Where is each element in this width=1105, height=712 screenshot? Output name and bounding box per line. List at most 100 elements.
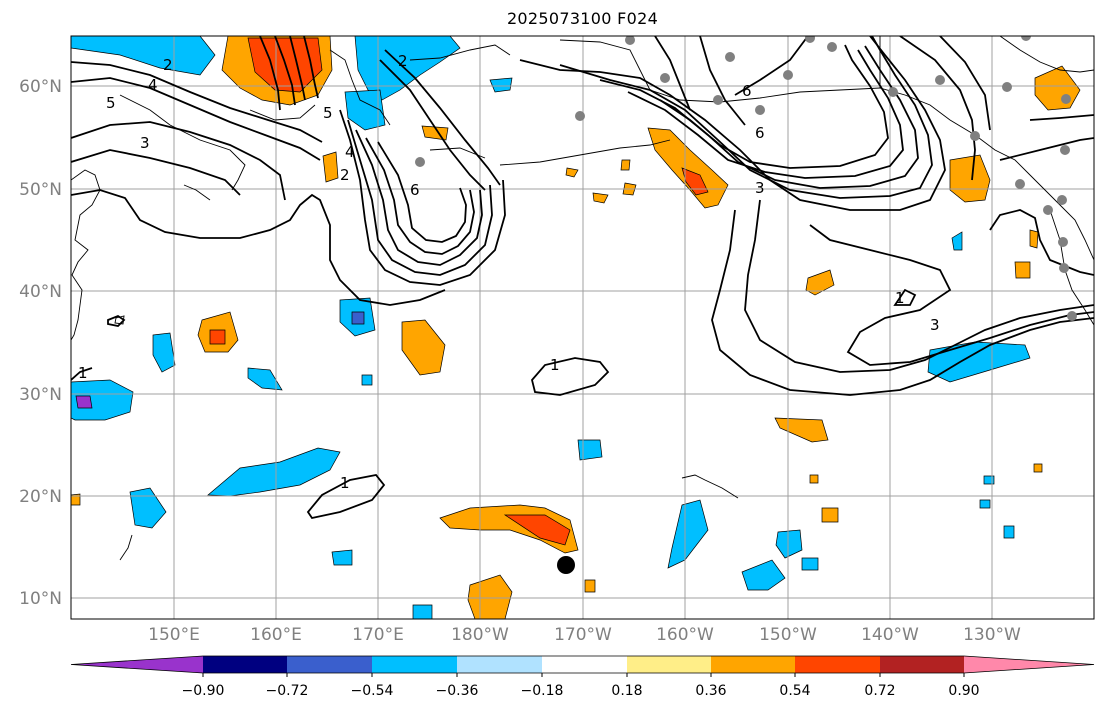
negative-region [247,367,283,391]
positive-region [71,493,81,506]
contours [71,36,1094,520]
positive-region [592,192,609,204]
lat-label: 30°N [19,385,62,405]
contour-line [654,36,691,111]
negative-region [1003,525,1015,539]
contour-line [899,36,976,181]
contour-line [559,36,933,199]
positive-core [503,514,571,546]
contour-label: 5 [106,94,116,112]
contour-line [734,36,809,96]
lon-label: 150°E [148,625,200,645]
lat-label: 60°N [19,77,62,97]
station-marker [1060,145,1070,155]
positive-region [322,151,339,183]
contour-label: 5 [323,104,333,122]
contour-label: 3 [755,179,765,197]
contour-label: 6 [755,124,765,142]
negative-region [75,395,93,409]
station-marker [1058,237,1068,247]
contour-label: 6 [410,181,420,199]
station-marker [935,75,945,85]
map-frame [70,35,1095,620]
station-marker [805,36,815,43]
colorbar-label: 0.36 [695,683,727,699]
positive-region [1029,229,1039,249]
positive-region [647,127,729,209]
contour-line [699,36,746,126]
lat-label: 10°N [19,589,62,609]
colorbar-label: 0.72 [864,683,896,699]
station-marker [1021,36,1031,41]
contour-label: 3 [140,134,150,152]
lon-label: 170°W [554,625,612,645]
contour-line [1029,114,1094,121]
contour-label: 1 [550,356,560,374]
colorbar-label: −0.36 [435,683,479,699]
positive-region [620,159,631,171]
colorbar-label: −0.90 [181,683,225,699]
positive-region [1033,463,1043,473]
contour-line [744,199,1094,373]
contour-label: 1 [78,364,88,382]
negative-region [741,559,786,591]
station-marker [1015,179,1025,189]
colorbar-label: −0.72 [265,683,309,699]
contour-line [809,224,1094,366]
contour-label: 1 [340,474,350,492]
positive-region [949,154,991,203]
contour-label: 1 [895,289,905,307]
contour-line [71,121,286,201]
colorbar-label: 0.18 [611,683,643,699]
positive-region [809,474,819,484]
negative-region [775,529,803,559]
colorbar-label: 0.90 [948,683,980,699]
negative-region [801,557,819,571]
contour-line [71,77,321,161]
station-marker [660,73,670,83]
lon-label: 170°E [352,625,404,645]
lat-label: 50°N [19,180,62,200]
lon-label: 160°E [250,625,302,645]
station-marker [625,36,635,45]
contour-line [893,288,917,306]
contour-line [599,45,919,189]
negative-region [489,77,513,93]
positive-core [209,329,226,345]
negative-region [361,374,373,386]
lon-label: 180°W [451,625,509,645]
contour-line [659,44,889,169]
negative-region [129,487,167,529]
contour-line [531,357,610,396]
contour-line [339,109,506,286]
coastlines [71,36,1094,561]
station-marker [1061,94,1071,104]
colorbar-label: 0.54 [779,683,811,699]
station-marker [713,95,723,105]
contour-label: 2 [163,56,173,74]
positive-region [821,507,839,523]
station-marker [1059,263,1069,273]
negative-region [71,379,134,421]
contour-label: 4 [148,76,158,94]
contour-line [519,36,946,211]
contour-line [107,314,126,327]
station-marker [575,111,585,121]
contour-line [306,474,386,520]
colorbar-label: −0.18 [520,683,564,699]
negative-region [951,231,963,251]
contour-label: 2 [398,52,408,70]
station-marker [415,157,425,167]
contour-label: 3 [930,316,940,334]
negative-region [71,36,216,76]
positive-region [467,574,513,619]
contour-label: 2 [340,166,350,184]
contour-line [384,49,501,186]
contour-line [71,149,241,196]
negative-region [207,447,341,497]
lat-label: 40°N [19,282,62,302]
shaded-regions [71,36,1081,619]
lon-label: 150°W [759,625,817,645]
negative-region [412,604,433,619]
